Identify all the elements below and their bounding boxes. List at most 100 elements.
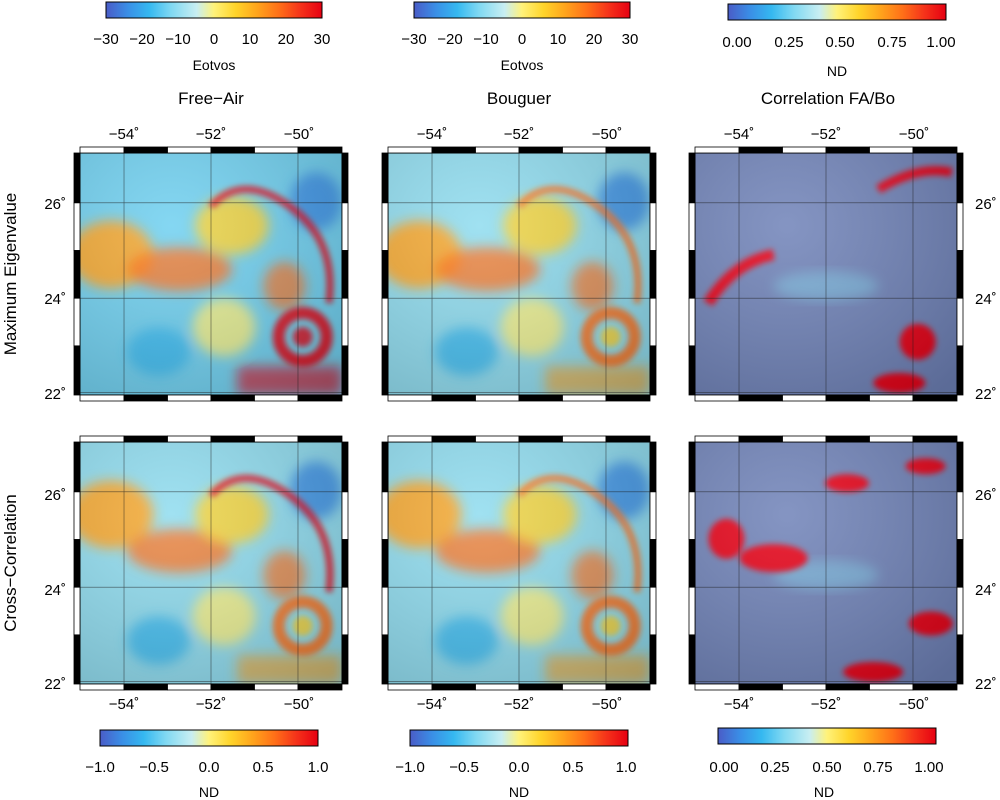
graticule: [80, 442, 342, 684]
colorbar-unit: ND: [509, 784, 529, 800]
colorbar-tick-label: 30: [314, 31, 331, 48]
graticule: [388, 442, 650, 684]
colorbar-tick-label: 0.0: [509, 759, 530, 776]
lon-label: −52˚: [196, 126, 226, 143]
colorbar-tick-label: 1.00: [926, 34, 955, 51]
graticule: [695, 442, 957, 684]
lon-label: −54˚: [109, 126, 139, 143]
graticule: [388, 153, 650, 395]
map-frame: [73, 146, 349, 402]
lon-labels-bottom: −54˚ −52˚ −50˚ −54˚ −52˚ −50˚ −54˚ −52˚ …: [109, 696, 929, 713]
colorbar-tick-label: 0.75: [877, 34, 906, 51]
row-title: Cross−Correlation: [1, 494, 20, 631]
colorbar-tick-label: −20: [437, 31, 462, 48]
graticule: [695, 153, 957, 395]
lon-label: −54˚: [417, 696, 447, 713]
colorbar-ramp: [413, 1, 631, 19]
lon-label: −52˚: [811, 126, 841, 143]
bottom-colorbar-1: −1.0 −0.5 0.0 0.5 1.0 ND: [85, 729, 329, 800]
colorbar-tick-label: 0.25: [760, 759, 789, 776]
lon-label: −52˚: [504, 696, 534, 713]
colorbar-unit: ND: [827, 63, 847, 79]
lon-label: −50˚: [592, 696, 622, 713]
lat-label: 24˚: [44, 291, 66, 308]
lat-label: 22˚: [44, 676, 66, 693]
colorbar-unit: Eotvos: [193, 57, 236, 73]
colorbar-ramp: [409, 729, 629, 747]
map-panels: [73, 146, 964, 691]
colorbar-tick-label: 0.00: [722, 34, 751, 51]
colorbar-tick-label: 10: [550, 31, 567, 48]
lat-label: 26˚: [44, 487, 66, 504]
lon-label: −54˚: [109, 696, 139, 713]
colorbar-ramp: [105, 1, 323, 19]
colorbar-tick-label: −1.0: [85, 759, 115, 776]
map-panel: [80, 442, 342, 684]
column-title: Free−Air: [178, 89, 244, 108]
colorbar-tick-label: 1.0: [308, 759, 329, 776]
top-colorbar-1: −30 −20 −10 0 10 20 30 Eotvos: [93, 1, 331, 73]
lon-label: −50˚: [592, 126, 622, 143]
colorbar-tick-label: 30: [622, 31, 639, 48]
lon-label: −50˚: [284, 126, 314, 143]
map-panel: [388, 442, 650, 684]
column-title: Correlation FA/Bo: [761, 89, 895, 108]
lon-label: −52˚: [504, 126, 534, 143]
lon-label: −54˚: [724, 126, 754, 143]
lon-label: −50˚: [899, 126, 929, 143]
colorbar-ramp: [727, 3, 947, 21]
map-panel: [388, 153, 650, 395]
colorbar-tick-label: 0.5: [563, 759, 584, 776]
lat-label: 24˚: [44, 582, 66, 599]
bottom-colorbar-3: 0.00 0.25 0.50 0.75 1.00 ND: [709, 727, 944, 800]
top-colorbar-2: −30 −20 −10 0 10 20 30 Eotvos: [401, 1, 639, 73]
colorbar-tick-label: −0.5: [139, 759, 169, 776]
lat-label: 26˚: [975, 487, 997, 504]
colorbar-tick-label: 0.50: [825, 34, 854, 51]
map-panel: [80, 153, 342, 395]
colorbar-unit: Eotvos: [501, 57, 544, 73]
lon-label: −52˚: [811, 696, 841, 713]
colorbar-tick-label: −10: [473, 31, 498, 48]
lon-labels-top: −54˚ −52˚ −50˚ −54˚ −52˚ −50˚ −54˚ −52˚ …: [109, 126, 929, 143]
lon-label: −50˚: [284, 696, 314, 713]
lat-label: 22˚: [975, 676, 997, 693]
lon-label: −50˚: [899, 696, 929, 713]
lat-label: 24˚: [975, 582, 997, 599]
colorbar-ramp: [717, 727, 937, 745]
lat-label: 24˚: [975, 291, 997, 308]
graticule: [80, 153, 342, 395]
colorbar-tick-label: −30: [93, 31, 118, 48]
map-frame: [688, 435, 964, 691]
colorbar-tick-label: 1.00: [914, 759, 943, 776]
colorbar-tick-label: −0.5: [449, 759, 479, 776]
lat-label: 22˚: [975, 386, 997, 403]
colorbar-tick-label: 0.0: [199, 759, 220, 776]
lat-label: 22˚: [44, 386, 66, 403]
colorbar-tick-label: −1.0: [395, 759, 425, 776]
colorbar-tick-label: 0.25: [774, 34, 803, 51]
colorbar-tick-label: 0: [518, 31, 526, 48]
colorbar-tick-label: −30: [401, 31, 426, 48]
top-colorbar-3: 0.00 0.25 0.50 0.75 1.00 ND: [722, 3, 956, 79]
colorbar-tick-label: 20: [586, 31, 603, 48]
colorbar-tick-label: 0.00: [709, 759, 738, 776]
colorbar-tick-label: −10: [165, 31, 190, 48]
bottom-colorbar-2: −1.0 −0.5 0.0 0.5 1.0 ND: [395, 729, 636, 800]
colorbar-tick-label: 0.50: [812, 759, 841, 776]
lat-label: 26˚: [44, 196, 66, 213]
lat-labels-left: 26˚ 24˚ 22˚ 26˚ 24˚ 22˚: [44, 196, 66, 693]
lat-label: 26˚: [975, 196, 997, 213]
lon-label: −54˚: [724, 696, 754, 713]
colorbar-tick-label: 0.75: [863, 759, 892, 776]
lon-label: −52˚: [196, 696, 226, 713]
column-title: Bouguer: [487, 89, 552, 108]
map-frame: [73, 435, 349, 691]
map-frame: [381, 146, 657, 402]
map-frame: [688, 146, 964, 402]
lat-labels-right: 26˚ 24˚ 22˚ 26˚ 24˚ 22˚: [975, 196, 997, 693]
colorbar-tick-label: −20: [129, 31, 154, 48]
map-panel: [695, 442, 957, 684]
colorbar-tick-label: 0: [210, 31, 218, 48]
